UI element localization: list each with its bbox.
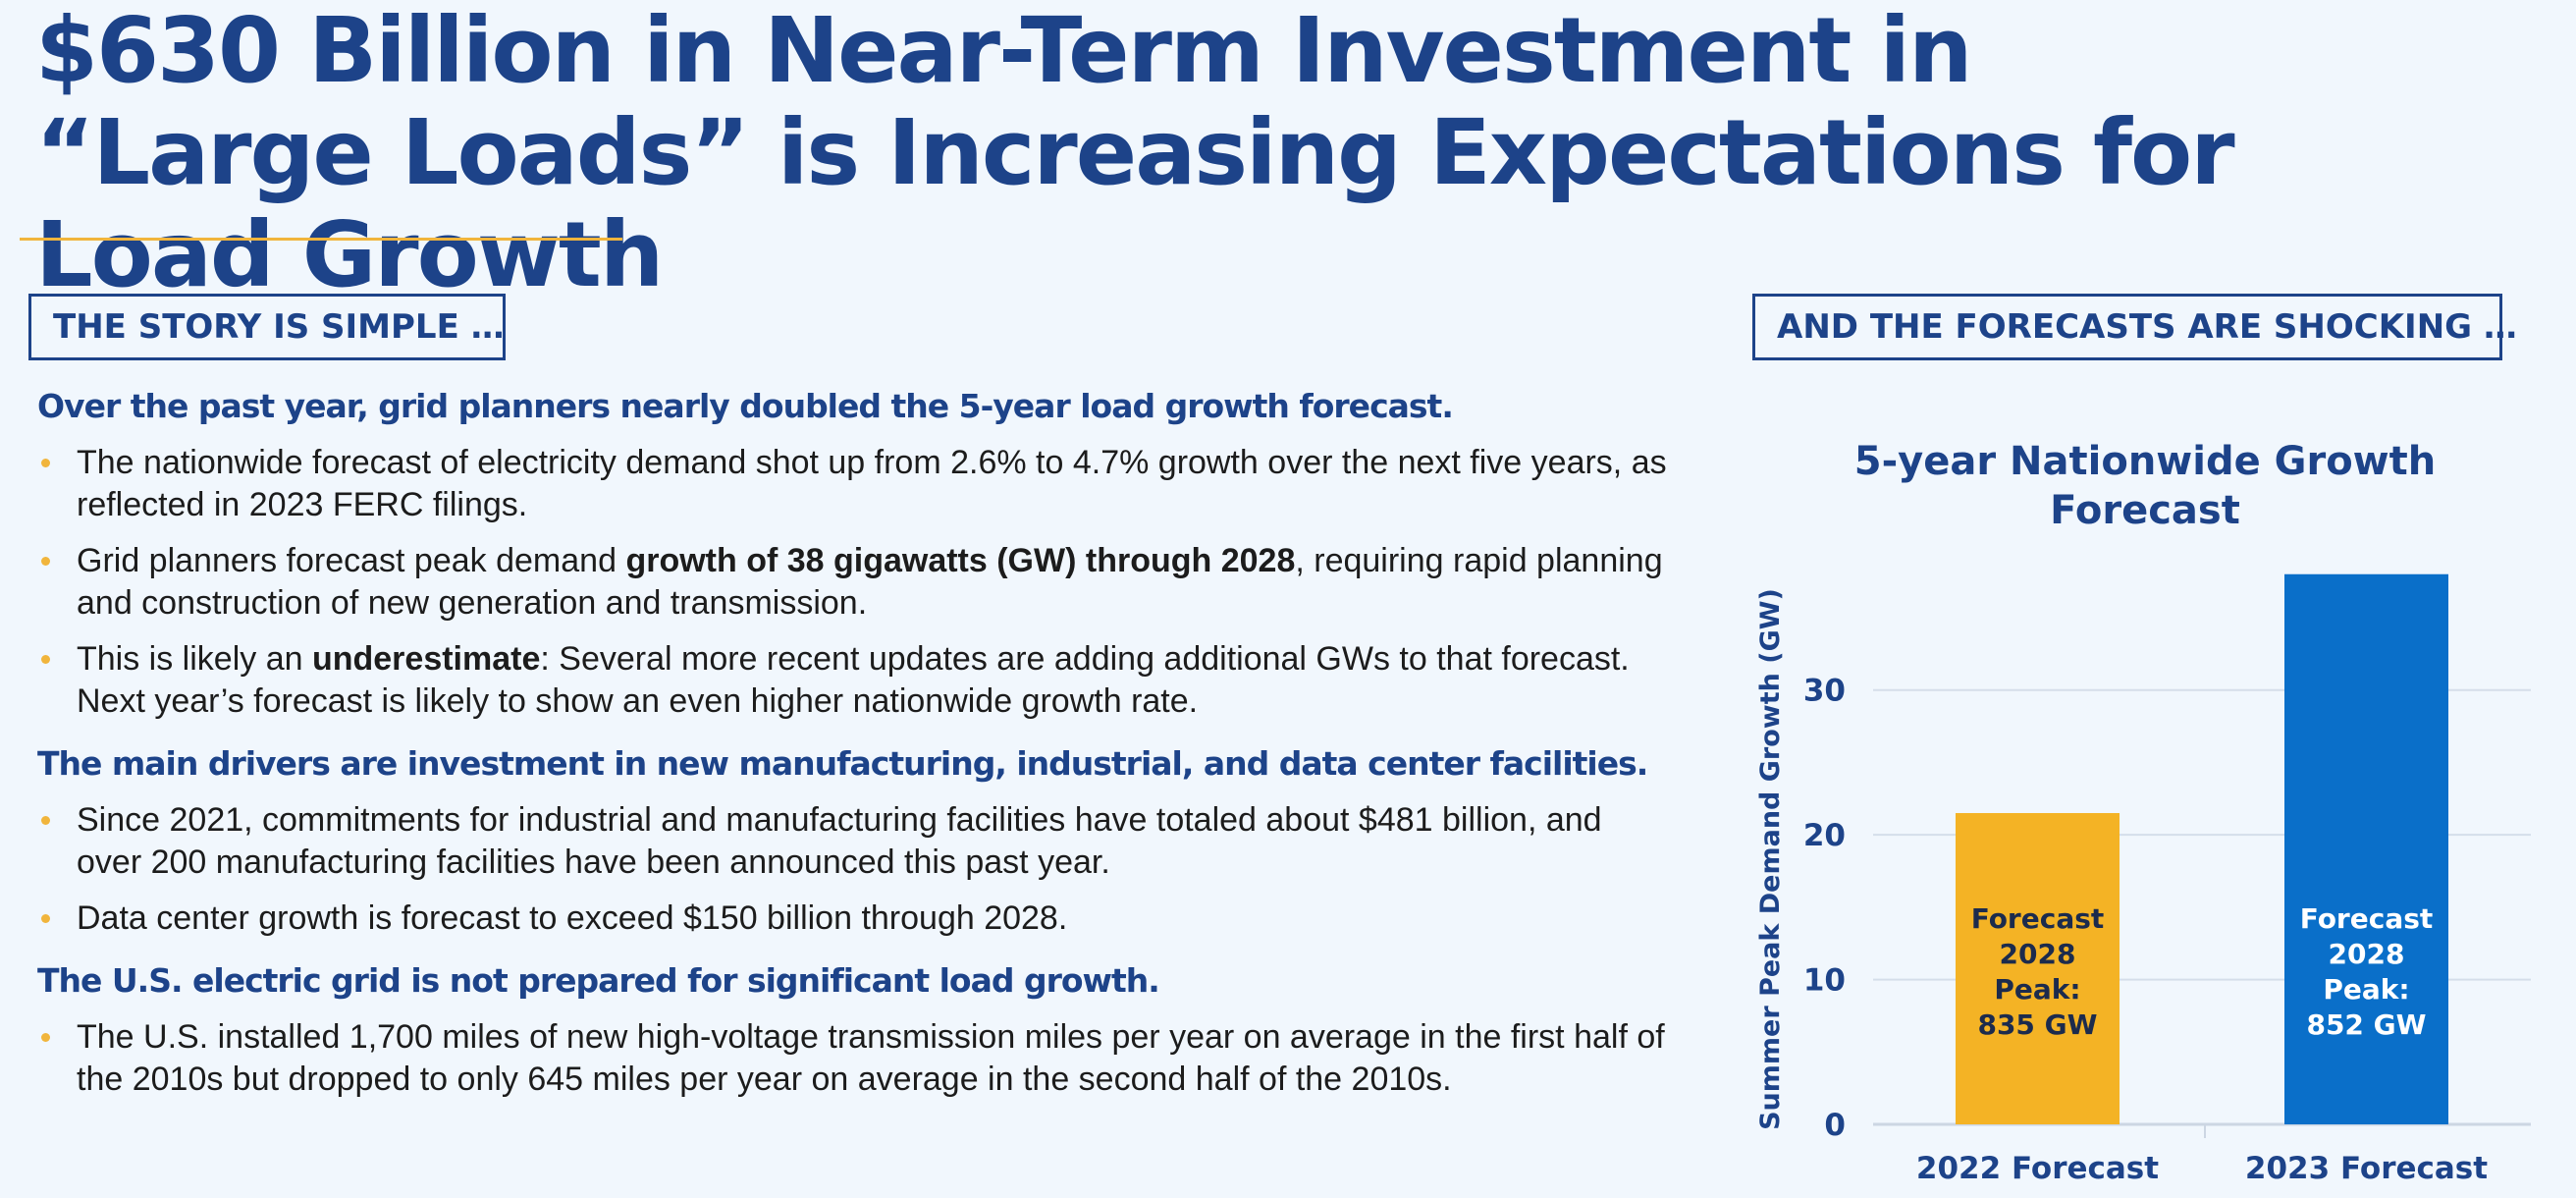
story-group: The U.S. electric grid is not prepared f… bbox=[37, 959, 1667, 1101]
bullet-list: Since 2021, commitments for industrial a… bbox=[37, 799, 1667, 940]
bullet-item: Grid planners forecast peak demand growt… bbox=[37, 540, 1667, 625]
bullet-text: Data center growth is forecast to exceed… bbox=[77, 899, 1068, 937]
group-heading: The U.S. electric grid is not prepared f… bbox=[37, 961, 1160, 1000]
y-tick-label: 20 bbox=[1803, 818, 1846, 853]
bullet-text: , requiring rapid planning and construct… bbox=[77, 542, 1663, 622]
chart-title: 5-year Nationwide Growth bbox=[1854, 439, 2436, 484]
page-title: $630 Billion in Near-Term Investment in … bbox=[35, 0, 2235, 307]
bullet-text: The U.S. installed 1,700 miles of new hi… bbox=[77, 1018, 1665, 1098]
y-tick-label: 0 bbox=[1824, 1108, 1846, 1143]
y-tick-label: 30 bbox=[1803, 674, 1846, 709]
bullet-list: The nationwide forecast of electricity d… bbox=[37, 442, 1667, 723]
bullet-item: The U.S. installed 1,700 miles of new hi… bbox=[37, 1016, 1667, 1101]
bullet-item: The nationwide forecast of electricity d… bbox=[37, 442, 1667, 526]
bullet-emphasis: underestimate bbox=[311, 640, 541, 678]
bar-data-label: 2028 bbox=[2000, 938, 2076, 970]
group-heading: The main drivers are investment in new m… bbox=[37, 744, 1648, 783]
forecast-section-label: AND THE FORECASTS ARE SHOCKING … bbox=[1752, 294, 2517, 360]
title-underline bbox=[20, 238, 622, 241]
bullet-list: The U.S. installed 1,700 miles of new hi… bbox=[37, 1016, 1667, 1101]
bar bbox=[1956, 813, 2120, 1124]
bullet-item: Data center growth is forecast to exceed… bbox=[37, 898, 1667, 940]
bar-data-label: 835 GW bbox=[1977, 1008, 2097, 1041]
y-axis-label: Summer Peak Demand Growth (GW) bbox=[1755, 588, 1786, 1130]
bullet-item: Since 2021, commitments for industrial a… bbox=[37, 799, 1667, 884]
bullet-text: : Several more recent updates are adding… bbox=[77, 640, 1630, 720]
x-category-label: 2022 Forecast bbox=[1916, 1151, 2159, 1186]
bullet-item: This is likely an underestimate: Several… bbox=[37, 638, 1667, 723]
story-section-label: THE STORY IS SIMPLE … bbox=[28, 294, 506, 360]
chart-title: Forecast bbox=[2050, 488, 2240, 533]
bullet-text: Since 2021, commitments for industrial a… bbox=[77, 801, 1602, 881]
growth-forecast-chart: 5-year Nationwide GrowthForecast0102030S… bbox=[1755, 439, 2531, 1186]
bar-data-label: Forecast bbox=[2300, 902, 2434, 935]
bullet-text: Grid planners forecast peak demand bbox=[77, 542, 626, 579]
bar-data-label: Forecast bbox=[1971, 902, 2105, 935]
bar-data-label: Peak: bbox=[1994, 973, 2080, 1006]
story-group: The main drivers are investment in new m… bbox=[37, 742, 1667, 940]
bar bbox=[2284, 573, 2448, 1124]
bullet-text: This is likely an bbox=[77, 640, 312, 678]
bullet-emphasis: growth of 38 gigawatts (GW) through 2028 bbox=[625, 542, 1296, 579]
x-category-label: 2023 Forecast bbox=[2245, 1151, 2488, 1186]
y-tick-label: 10 bbox=[1803, 963, 1846, 999]
story-content: Over the past year, grid planners nearly… bbox=[37, 385, 1667, 1120]
bar-data-label: Peak: bbox=[2323, 973, 2409, 1006]
story-group: Over the past year, grid planners nearly… bbox=[37, 385, 1667, 723]
bar-data-label: 852 GW bbox=[2306, 1008, 2426, 1041]
group-heading: Over the past year, grid planners nearly… bbox=[37, 387, 1454, 425]
bullet-text: The nationwide forecast of electricity d… bbox=[77, 444, 1667, 523]
bar-data-label: 2028 bbox=[2329, 938, 2405, 970]
